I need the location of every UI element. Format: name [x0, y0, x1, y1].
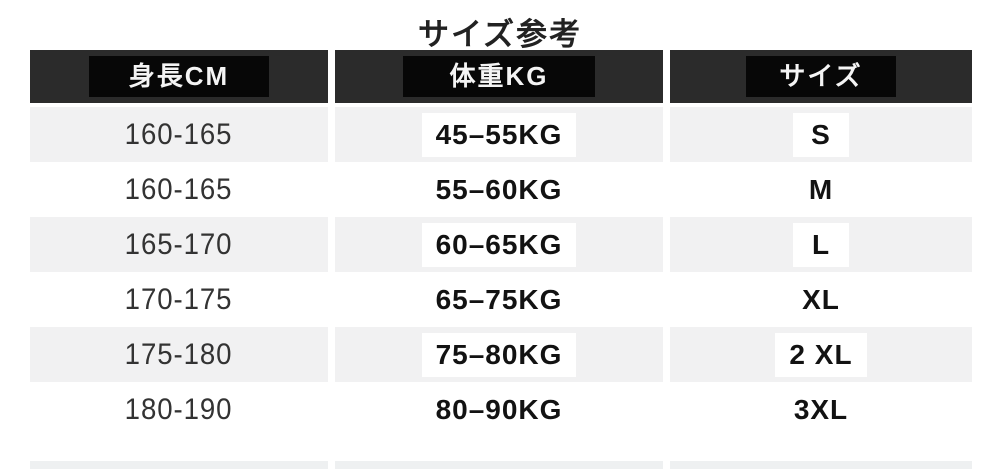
weight-cell: 45–55KG [335, 107, 663, 162]
weight-value: 55–60KG [435, 173, 563, 205]
size-value: M [808, 173, 834, 205]
size-value: XL [802, 283, 840, 315]
height-value: 175-180 [125, 337, 233, 371]
header-cell-weight: 体重KG [335, 50, 663, 103]
size-value: S [793, 112, 849, 157]
weight-cell: 65–75KG [335, 272, 663, 327]
height-cell: 180-190 [30, 382, 328, 437]
bottom-edge-strip [30, 461, 972, 469]
weight-cell: 55–60KG [335, 162, 663, 217]
table-row: 180-190 80–90KG 3XL [30, 382, 972, 437]
weight-cell: 80–90KG [335, 382, 663, 437]
height-cell: 165-170 [30, 217, 328, 272]
table-header-row: 身長CM 体重KG サイズ [30, 50, 972, 103]
weight-value: 60–65KG [421, 222, 577, 267]
table-row: 170-175 65–75KG XL [30, 272, 972, 327]
header-cell-height: 身長CM [30, 50, 328, 103]
height-cell: 175-180 [30, 327, 328, 382]
height-value: 160-165 [125, 172, 233, 206]
height-cell: 170-175 [30, 272, 328, 327]
weight-value: 45–55KG [421, 112, 577, 157]
size-value: 3XL [793, 393, 849, 425]
height-value: 180-190 [125, 392, 233, 426]
weight-cell: 60–65KG [335, 217, 663, 272]
size-value: 2 XL [775, 332, 867, 377]
size-cell: 3XL [670, 382, 972, 437]
table-body: 160-165 45–55KG S 160-165 55–60KG M 165-… [30, 107, 972, 437]
height-value: 170-175 [125, 282, 233, 316]
header-cell-size: サイズ [670, 50, 972, 103]
weight-cell: 75–80KG [335, 327, 663, 382]
header-label-weight: 体重KG [403, 55, 595, 98]
table-row: 160-165 55–60KG M [30, 162, 972, 217]
table-row: 175-180 75–80KG 2 XL [30, 327, 972, 382]
table-row: 165-170 60–65KG L [30, 217, 972, 272]
size-cell: 2 XL [670, 327, 972, 382]
bottom-strip-segment [670, 461, 972, 469]
table-row: 160-165 45–55KG S [30, 107, 972, 162]
header-label-height: 身長CM [89, 55, 269, 98]
size-cell: S [670, 107, 972, 162]
size-reference-table: 身長CM 体重KG サイズ 160-165 45–55KG S 160-165 … [30, 50, 972, 437]
height-value: 165-170 [125, 227, 233, 261]
size-cell: L [670, 217, 972, 272]
size-cell: XL [670, 272, 972, 327]
bottom-strip-segment [30, 461, 328, 469]
size-value: L [793, 222, 849, 267]
height-cell: 160-165 [30, 162, 328, 217]
header-label-size: サイズ [746, 55, 896, 98]
size-cell: M [670, 162, 972, 217]
weight-value: 65–75KG [435, 283, 563, 315]
weight-value: 75–80KG [421, 332, 577, 377]
height-cell: 160-165 [30, 107, 328, 162]
weight-value: 80–90KG [435, 393, 563, 425]
page-title: サイズ参考 [417, 17, 583, 52]
height-value: 160-165 [125, 117, 233, 151]
bottom-strip-segment [335, 461, 663, 469]
